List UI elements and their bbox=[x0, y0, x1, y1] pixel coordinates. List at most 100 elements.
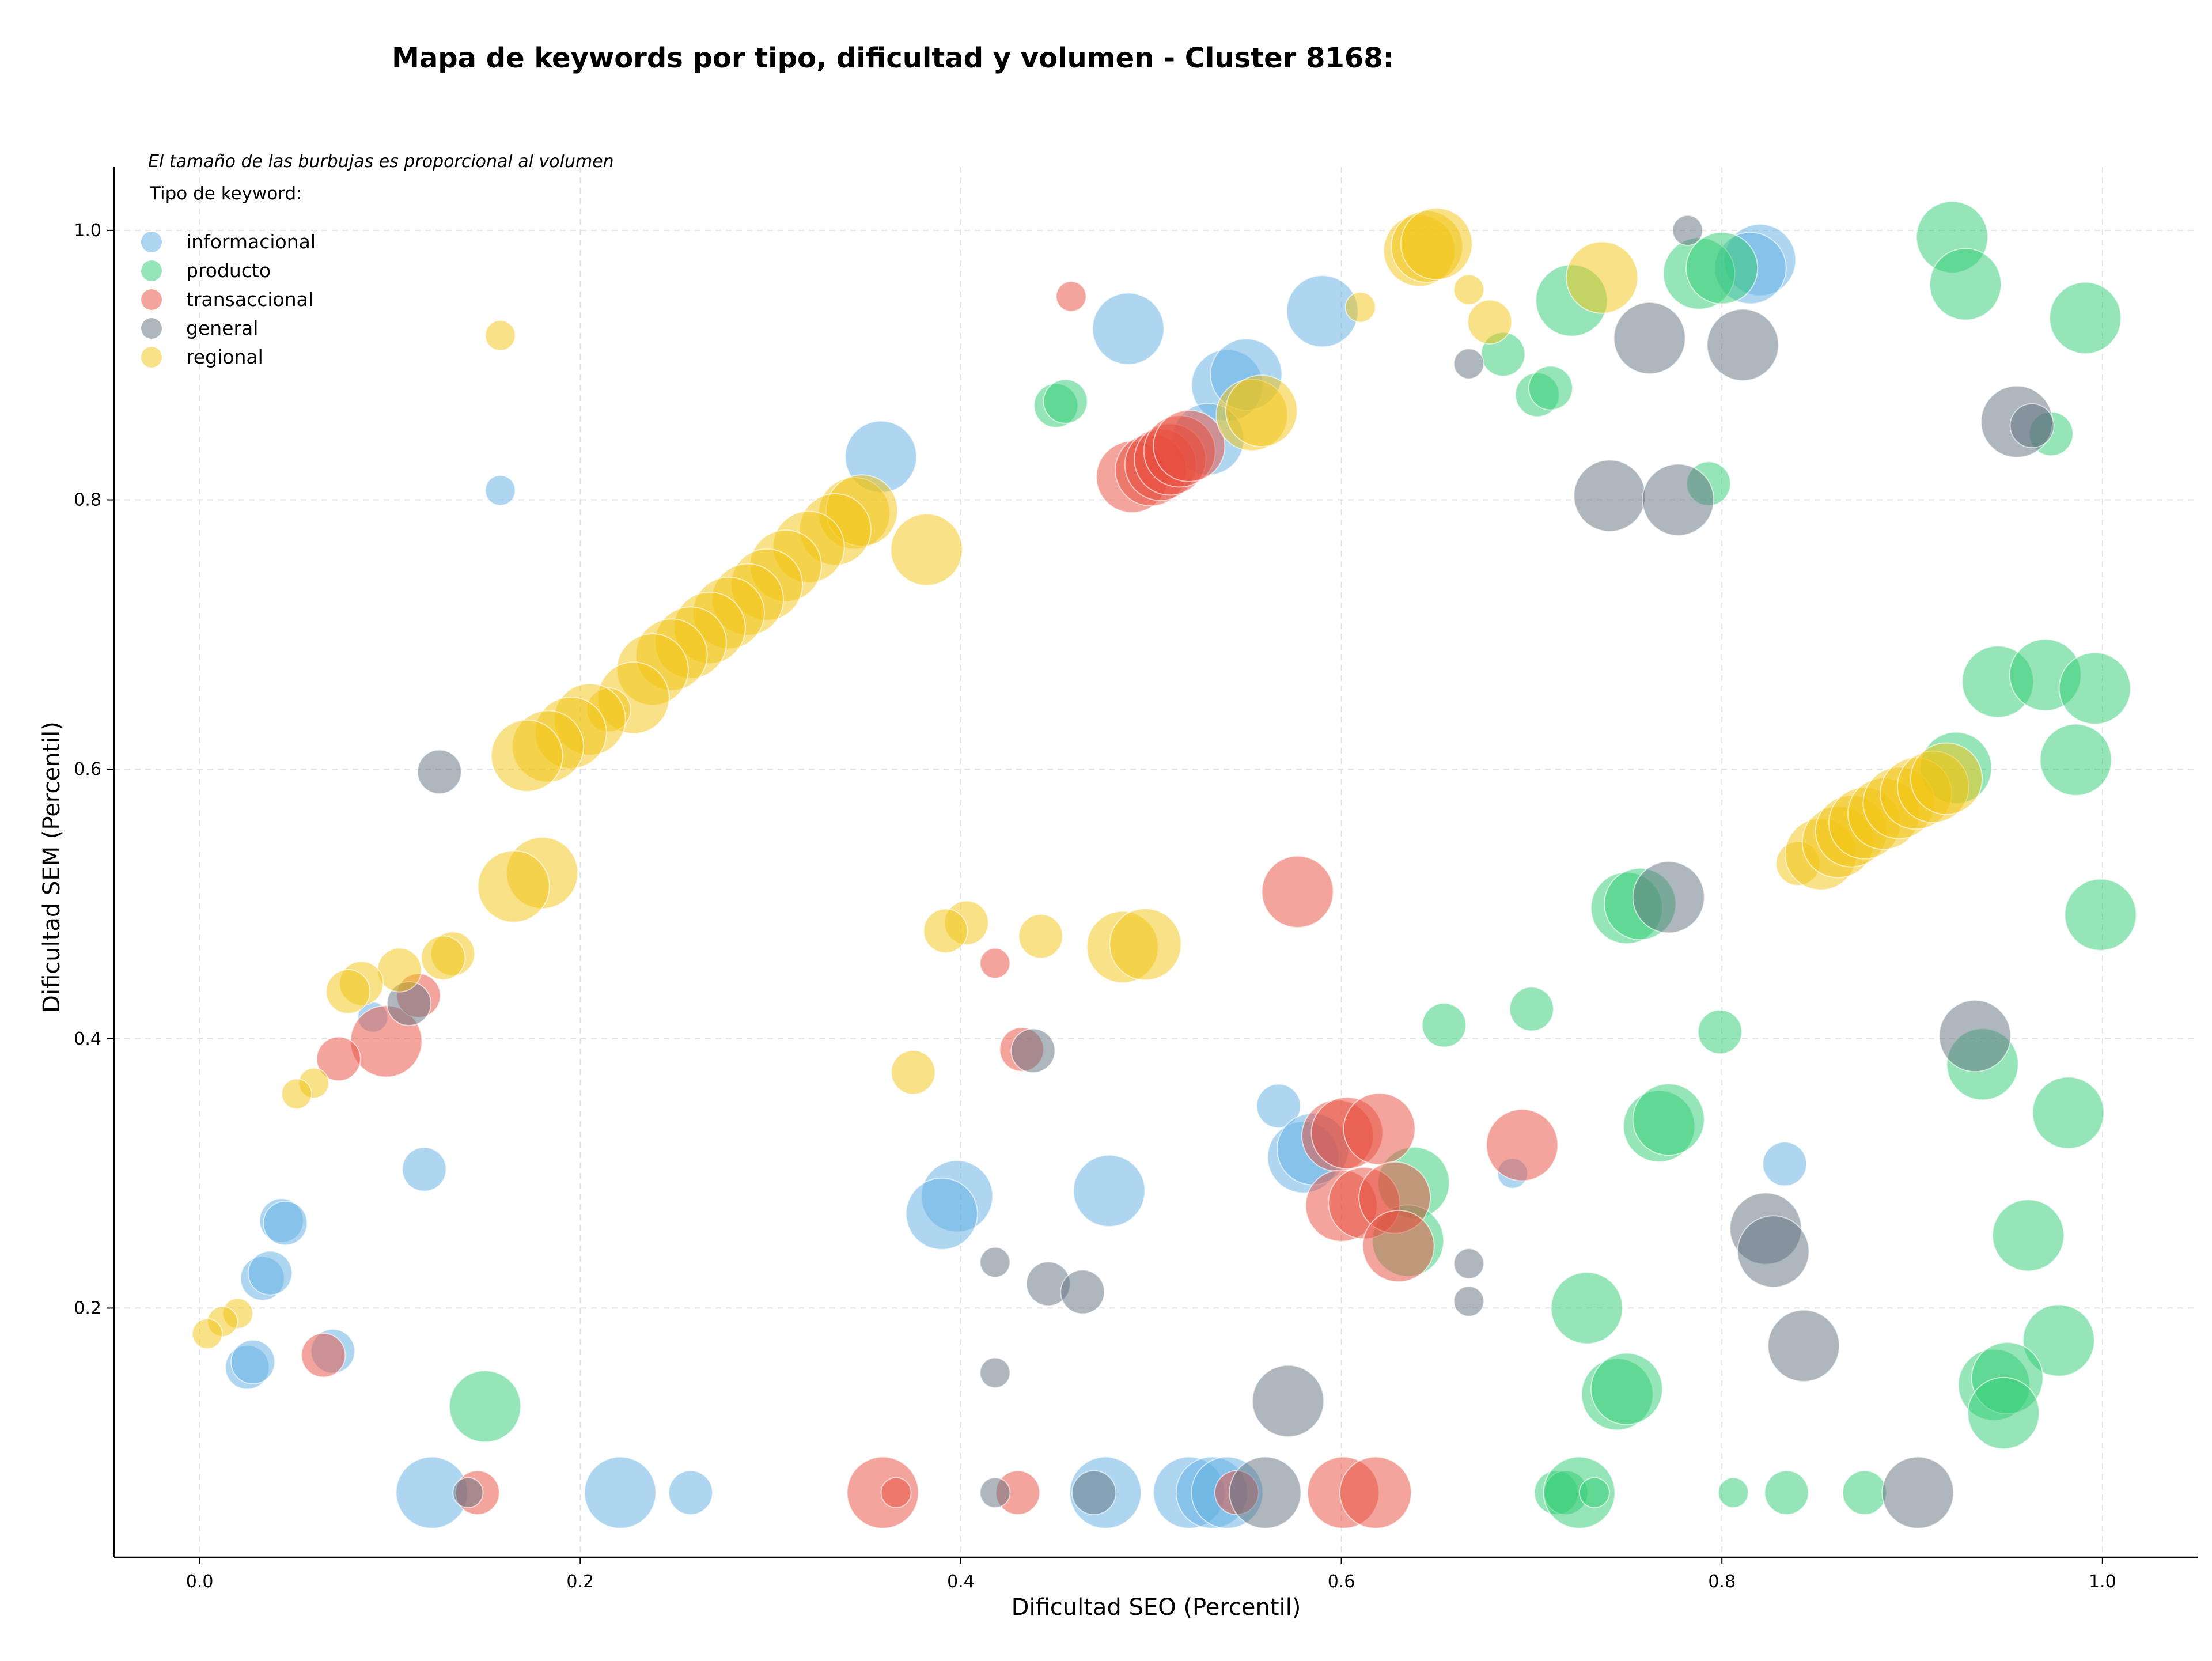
data-point-informacional bbox=[484, 475, 516, 506]
data-point-producto bbox=[1685, 232, 1759, 305]
data-point-regional bbox=[477, 850, 550, 923]
data-point-producto bbox=[1421, 1002, 1467, 1048]
x-tick-label: 0.4 bbox=[947, 1572, 975, 1592]
data-point-transaccional bbox=[301, 1333, 346, 1378]
x-tick-label: 0.8 bbox=[1708, 1572, 1736, 1592]
data-point-regional bbox=[484, 320, 516, 351]
data-point-regional bbox=[923, 908, 968, 954]
data-point-producto bbox=[1842, 1470, 1887, 1515]
data-point-regional bbox=[1400, 207, 1473, 281]
y-tick-label: 0.4 bbox=[74, 1029, 101, 1049]
data-point-regional bbox=[1453, 274, 1484, 305]
legend-marker-transaccional bbox=[141, 289, 162, 310]
legend-label-regional: regional bbox=[186, 346, 263, 368]
data-point-regional bbox=[1467, 299, 1513, 345]
y-tick-label: 1.0 bbox=[74, 221, 101, 241]
legend: informacional producto transaccional genera… bbox=[141, 230, 316, 368]
data-point-regional bbox=[1109, 908, 1182, 981]
data-point-informacional bbox=[263, 1201, 308, 1246]
data-point-producto bbox=[2032, 1076, 2105, 1149]
data-point-producto bbox=[1590, 1352, 1663, 1425]
data-point-general bbox=[1767, 1309, 1840, 1382]
legend-label-informacional: informacional bbox=[186, 230, 316, 253]
data-point-producto bbox=[1528, 365, 1573, 411]
data-point-regional bbox=[1344, 292, 1376, 323]
data-point-regional bbox=[490, 719, 563, 792]
data-point-regional bbox=[1910, 742, 1983, 815]
data-point-general bbox=[1010, 1028, 1056, 1073]
bubble-size-note: El tamaño de las burbujas es proporciona… bbox=[148, 152, 614, 172]
data-point-general bbox=[1706, 308, 1779, 381]
data-point-general bbox=[1642, 463, 1715, 536]
data-point-regional bbox=[1225, 374, 1298, 448]
data-point-transaccional bbox=[1343, 1092, 1416, 1166]
data-point-regional bbox=[377, 947, 422, 993]
y-axis-label: Dificultad SEM (Percentil) bbox=[39, 721, 65, 1013]
x-axis-label: Dificultad SEO (Percentil) bbox=[1012, 1594, 1301, 1621]
data-point-informacional bbox=[247, 1250, 293, 1296]
y-axis-ticks: 0.2 0.4 0.6 0.8 1.0 bbox=[74, 221, 114, 1318]
x-tick-label: 1.0 bbox=[2089, 1572, 2116, 1592]
data-point-transaccional bbox=[1339, 1456, 1412, 1529]
data-point-transaccional bbox=[1055, 281, 1087, 312]
data-point-transaccional bbox=[1261, 855, 1334, 928]
y-tick-label: 0.2 bbox=[74, 1298, 101, 1318]
data-point-producto bbox=[1764, 1470, 1809, 1515]
data-point-informacional bbox=[1092, 292, 1165, 365]
legend-label-producto: producto bbox=[186, 259, 271, 282]
legend-label-transaccional: transaccional bbox=[186, 288, 313, 311]
data-point-producto bbox=[2058, 652, 2131, 725]
data-point-producto bbox=[1967, 1376, 2040, 1450]
data-point-general bbox=[979, 1246, 1011, 1278]
data-point-general bbox=[1060, 1269, 1105, 1315]
legend-marker-producto bbox=[141, 260, 162, 281]
data-point-general bbox=[1737, 1215, 1810, 1288]
data-point-informacional bbox=[402, 1147, 447, 1192]
data-point-general bbox=[979, 1477, 1011, 1508]
data-point-general bbox=[1071, 1470, 1117, 1515]
data-point-general bbox=[1453, 1285, 1484, 1317]
data-point-producto bbox=[2022, 1304, 2095, 1377]
data-point-producto bbox=[1929, 248, 2002, 321]
x-tick-label: 0.0 bbox=[186, 1572, 214, 1592]
x-tick-label: 0.2 bbox=[566, 1572, 594, 1592]
data-point-informacional bbox=[905, 1177, 978, 1250]
data-point-regional bbox=[281, 1078, 313, 1110]
data-point-general bbox=[416, 749, 462, 794]
data-point-producto bbox=[1632, 1083, 1705, 1156]
data-point-general bbox=[1453, 348, 1484, 380]
y-tick-label: 0.8 bbox=[74, 490, 101, 510]
x-axis-ticks: 0.0 0.2 0.4 0.6 0.8 1.0 bbox=[186, 1557, 2116, 1592]
legend-marker-regional bbox=[141, 347, 162, 368]
data-point-regional bbox=[191, 1318, 223, 1349]
data-point-general bbox=[1252, 1364, 1325, 1437]
data-point-transaccional bbox=[979, 947, 1011, 979]
data-point-informacional bbox=[1256, 1083, 1301, 1129]
data-point-regional bbox=[1566, 241, 1639, 314]
data-point-transaccional bbox=[880, 1477, 912, 1508]
data-point-transaccional bbox=[316, 1036, 361, 1081]
data-points bbox=[191, 200, 2137, 1529]
grid-lines bbox=[114, 167, 2198, 1557]
data-point-general bbox=[1229, 1456, 1302, 1529]
legend-marker-general bbox=[141, 318, 162, 339]
data-point-producto bbox=[449, 1370, 522, 1443]
data-point-general bbox=[1938, 1000, 2012, 1073]
data-point-regional bbox=[421, 935, 466, 981]
data-point-producto bbox=[1992, 1199, 2065, 1272]
data-point-producto bbox=[1697, 1009, 1743, 1055]
data-point-general bbox=[1632, 861, 1705, 934]
chart-title: Mapa de keywords por tipo, dificultad y … bbox=[392, 42, 1394, 74]
data-point-informacional bbox=[584, 1456, 657, 1529]
data-point-general bbox=[452, 1477, 484, 1508]
data-point-transaccional bbox=[1486, 1108, 1559, 1182]
data-point-informacional bbox=[1073, 1155, 1146, 1227]
data-point-transaccional bbox=[1362, 1209, 1435, 1282]
data-point-regional bbox=[325, 969, 371, 1014]
data-point-general bbox=[1881, 1456, 1955, 1529]
data-point-informacional bbox=[230, 1340, 276, 1384]
data-point-informacional bbox=[1762, 1141, 1808, 1187]
data-point-producto bbox=[2064, 878, 2137, 951]
y-tick-label: 0.6 bbox=[74, 759, 101, 780]
data-point-general bbox=[1672, 214, 1703, 246]
